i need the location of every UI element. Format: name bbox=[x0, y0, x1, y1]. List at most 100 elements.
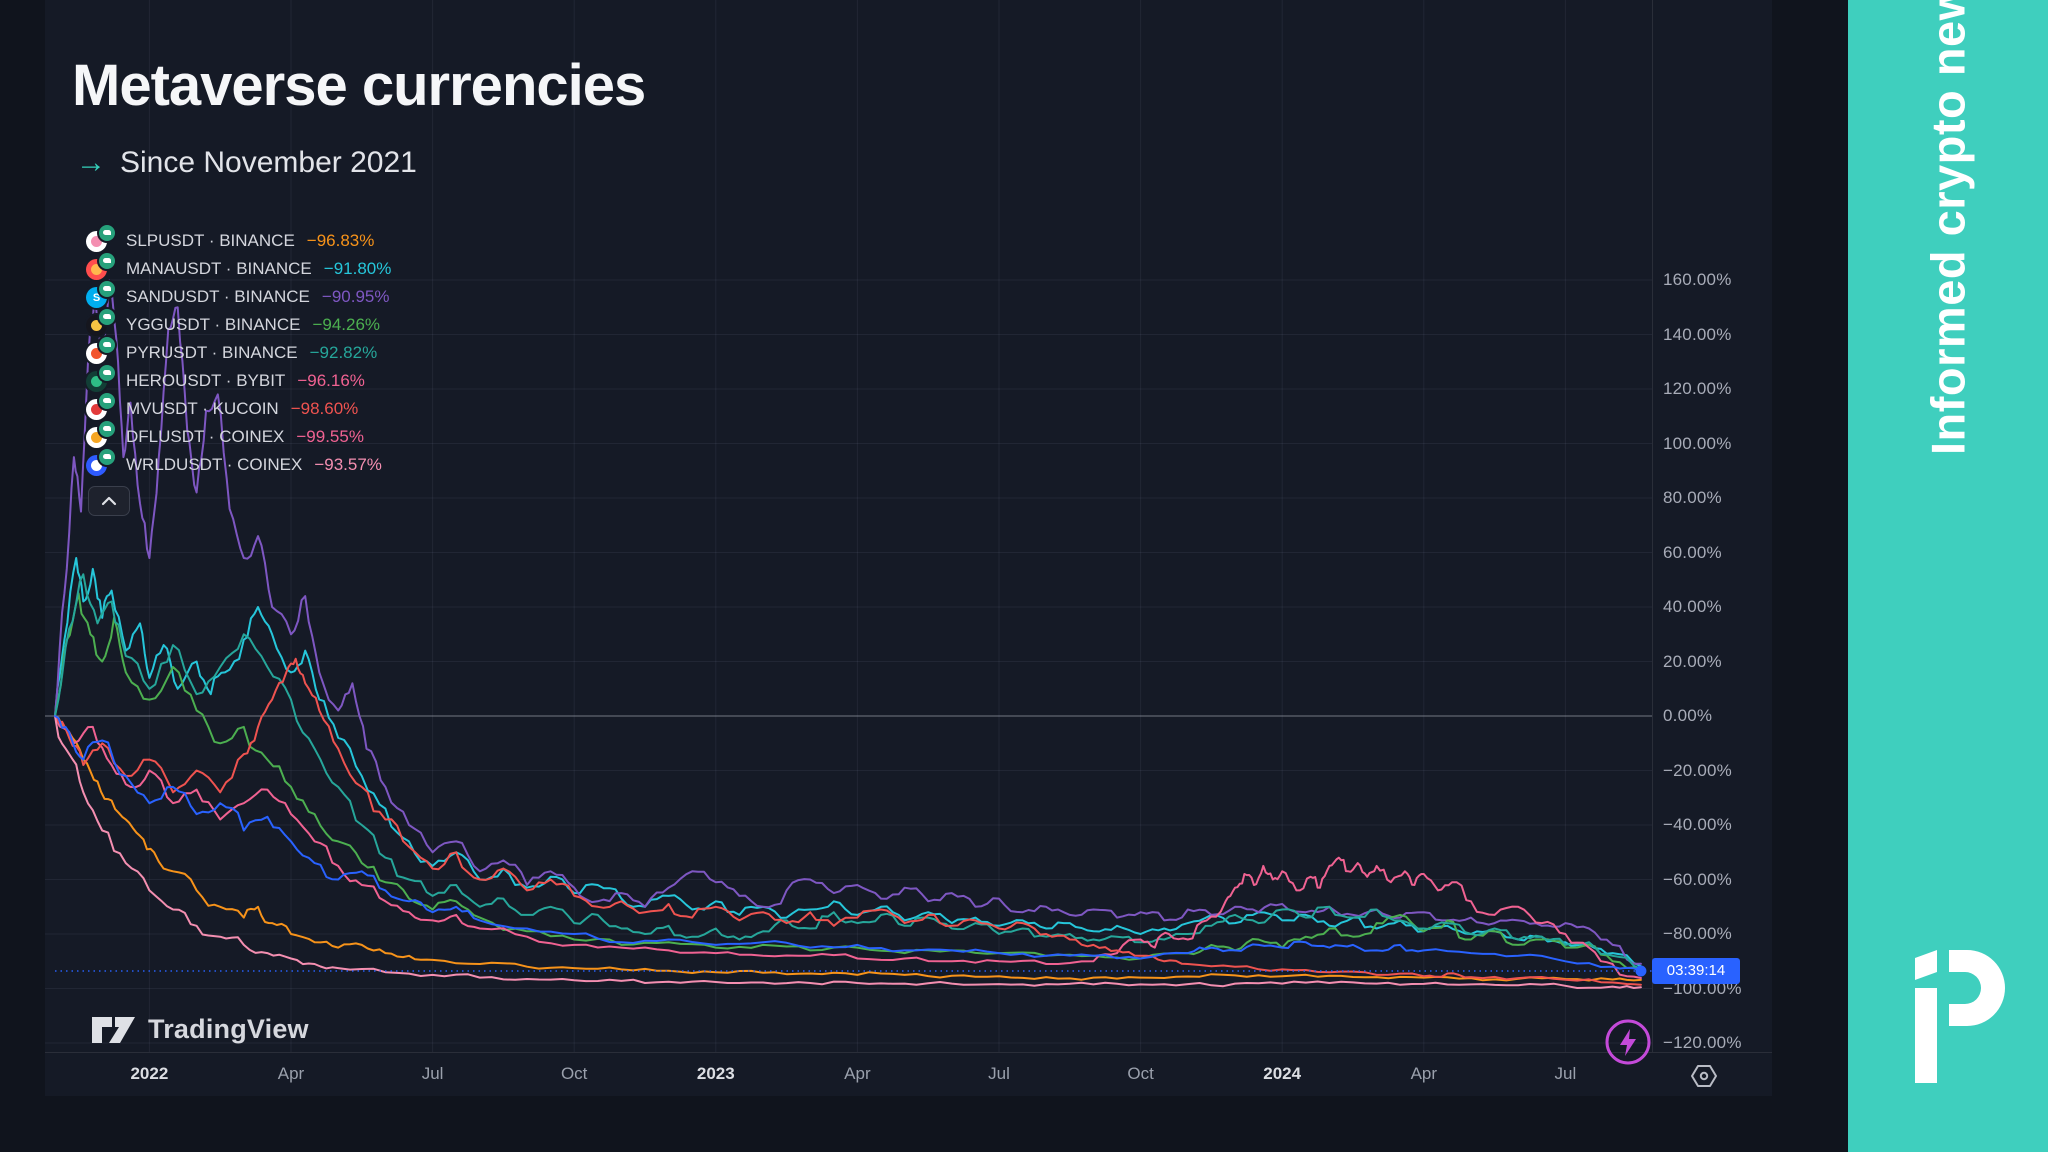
legend-change-percent: −91.80% bbox=[323, 259, 392, 278]
legend-symbol-label: SLPUSDT · BINANCE bbox=[126, 231, 295, 250]
price-axis-label: −40.00% bbox=[1663, 815, 1732, 834]
brand-ip-logo bbox=[1903, 940, 2013, 1095]
price-line-wrldusdt bbox=[54, 715, 1642, 972]
brand-sidebar: Informed crypto news bbox=[1848, 0, 2048, 1152]
legend-change-percent: −96.83% bbox=[306, 231, 375, 250]
tradingview-logo[interactable]: TradingView bbox=[92, 1014, 309, 1045]
lightning-icon bbox=[1605, 1019, 1651, 1065]
legend-change-percent: −90.95% bbox=[321, 287, 390, 306]
price-line-slpusdt bbox=[54, 715, 1642, 982]
time-axis-label: Apr bbox=[1410, 1064, 1438, 1083]
time-axis-label: Jul bbox=[421, 1064, 444, 1083]
price-axis-label: 100.00% bbox=[1663, 433, 1732, 453]
mv-coin-icon bbox=[84, 393, 124, 422]
legend-row-manausdt[interactable]: MANAUSDT · BINANCE −91.80% bbox=[84, 253, 392, 282]
sidebar-tagline: Informed crypto news bbox=[1921, 0, 1975, 455]
time-axis-label: Jul bbox=[988, 1064, 1010, 1083]
legend-change-percent: −98.60% bbox=[290, 399, 359, 418]
ip-monogram-icon bbox=[1915, 950, 2005, 1083]
tradingview-mark-icon bbox=[92, 1016, 135, 1043]
time-axis-label: Jul bbox=[1554, 1064, 1577, 1083]
sand-coin-icon: S bbox=[84, 281, 124, 310]
time-axis-label: Oct bbox=[1127, 1064, 1154, 1083]
bar-close-countdown-badge: 03:39:14 bbox=[1652, 957, 1740, 984]
legend-symbol-label: WRLDUSDT · COINEX bbox=[126, 455, 303, 474]
usdt-pair-badge-icon bbox=[99, 421, 115, 437]
legend-row-herousdt[interactable]: HEROUSDT · BYBIT −96.16% bbox=[84, 365, 365, 394]
usdt-pair-badge-icon bbox=[99, 449, 115, 465]
legend-symbol-label: YGGUSDT · BINANCE bbox=[126, 315, 301, 334]
price-axis-label: 40.00% bbox=[1663, 597, 1722, 616]
price-axis-label: −60.00% bbox=[1663, 869, 1732, 889]
legend-row-dflusdt[interactable]: DFLUSDT · COINEX −99.55% bbox=[84, 421, 364, 450]
legend-change-percent: −92.82% bbox=[309, 343, 378, 362]
legend-change-percent: −99.55% bbox=[296, 427, 364, 446]
hexagon-eye-icon bbox=[1691, 1065, 1717, 1087]
legend-row-mvusdt[interactable]: MVUSDT · KUCOIN −98.60% bbox=[84, 393, 359, 422]
last-value-dot bbox=[1635, 965, 1647, 977]
left-margin bbox=[0, 0, 45, 1152]
price-axis-label: 0.00% bbox=[1663, 706, 1713, 725]
usdt-pair-badge-icon bbox=[99, 337, 115, 353]
last-value-marker bbox=[55, 965, 1652, 977]
watchlist-eye-button[interactable] bbox=[1688, 1060, 1720, 1092]
price-line-dflusdt bbox=[54, 715, 1642, 989]
legend-row-yggusdt[interactable]: YGGUSDT · BINANCE −94.26% bbox=[84, 309, 381, 338]
price-line-pyrusdt bbox=[54, 573, 1642, 970]
time-axis-label: Oct bbox=[560, 1064, 588, 1083]
price-line-mvusdt bbox=[54, 657, 1642, 986]
chevron-up-icon bbox=[101, 496, 117, 506]
price-axis-label: −120.00% bbox=[1663, 1033, 1742, 1052]
grid-lines bbox=[45, 0, 1652, 1052]
page-title: Metaverse currencies bbox=[72, 53, 646, 118]
usdt-pair-badge-icon bbox=[99, 225, 115, 241]
legend-row-sandusdt[interactable]: S SANDUSDT · BINANCE −90.95% bbox=[84, 281, 390, 310]
time-axis-label: Apr bbox=[277, 1064, 305, 1083]
usdt-pair-badge-icon bbox=[99, 281, 115, 297]
price-axis-label: 80.00% bbox=[1663, 488, 1722, 507]
price-line-yggusdt bbox=[54, 592, 1642, 974]
legend-symbol-label: SANDUSDT · BINANCE bbox=[126, 287, 310, 306]
price-line-manausdt bbox=[54, 557, 1642, 968]
right-margin bbox=[1772, 0, 1848, 1152]
legend-collapse-button[interactable] bbox=[88, 486, 130, 516]
time-axis-label: Apr bbox=[844, 1064, 871, 1083]
legend-change-percent: −96.16% bbox=[297, 371, 365, 390]
hero-coin-icon bbox=[84, 365, 124, 394]
time-axis-border bbox=[45, 1052, 1772, 1053]
usdt-pair-badge-icon bbox=[99, 309, 115, 325]
legend-row-wrldusdt[interactable]: WRLDUSDT · COINEX −93.57% bbox=[84, 449, 382, 478]
usdt-pair-badge-icon bbox=[99, 253, 115, 269]
legend-change-percent: −93.57% bbox=[314, 455, 382, 474]
price-axis-label: 160.00% bbox=[1663, 270, 1732, 289]
price-line-herousdt bbox=[54, 715, 1642, 979]
page-subtitle: → Since November 2021 bbox=[76, 146, 417, 180]
ygg-coin-icon bbox=[84, 309, 124, 338]
price-axis-label: −80.00% bbox=[1663, 924, 1732, 943]
time-axis-label: 2023 bbox=[696, 1064, 735, 1083]
pyr-coin-icon bbox=[84, 337, 124, 366]
wrld-coin-icon bbox=[84, 449, 124, 478]
price-axis-label: 140.00% bbox=[1663, 324, 1732, 344]
time-axis-label: 2022 bbox=[130, 1064, 169, 1083]
legend-symbol-label: HEROUSDT · BYBIT bbox=[126, 371, 286, 390]
boost-button[interactable] bbox=[1603, 1017, 1653, 1067]
legend-change-percent: −94.26% bbox=[312, 315, 381, 334]
legend-row-slpusdt[interactable]: SLPUSDT · BINANCE −96.83% bbox=[84, 225, 375, 254]
subtitle-text: Since November 2021 bbox=[120, 146, 417, 179]
slp-coin-icon bbox=[84, 225, 124, 254]
bottom-margin bbox=[0, 1096, 1848, 1152]
price-axis-label: 120.00% bbox=[1663, 379, 1732, 398]
price-axis-label: −20.00% bbox=[1663, 760, 1732, 780]
legend-row-pyrusdt[interactable]: PYRUSDT · BINANCE −92.82% bbox=[84, 337, 378, 366]
usdt-pair-badge-icon bbox=[99, 393, 115, 409]
mana-coin-icon bbox=[84, 253, 124, 282]
usdt-pair-badge-icon bbox=[99, 365, 115, 381]
legend-symbol-label: DFLUSDT · COINEX bbox=[126, 427, 285, 446]
price-axis-label: 20.00% bbox=[1663, 651, 1722, 671]
price-lines bbox=[54, 279, 1642, 989]
tradingview-wordmark: TradingView bbox=[148, 1014, 309, 1044]
price-axis-border bbox=[1652, 0, 1653, 1052]
